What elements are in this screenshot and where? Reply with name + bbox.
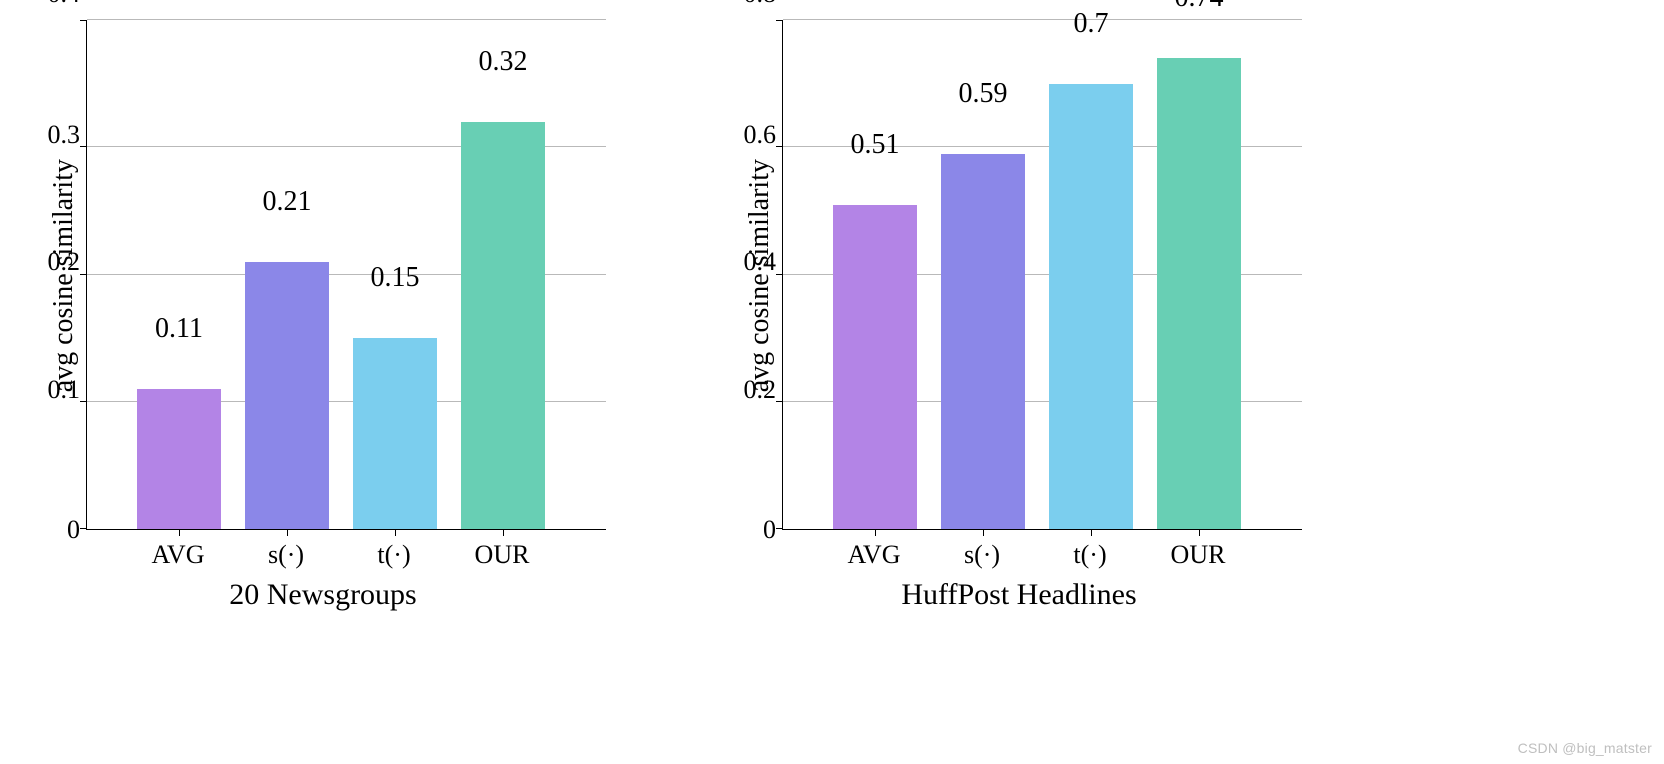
y-tick-label: 0.4	[744, 249, 777, 275]
bar-avg	[833, 205, 917, 529]
y-tick-mark	[776, 146, 783, 147]
bar-t	[1049, 84, 1133, 529]
bar-avg	[137, 389, 221, 529]
y-tick-mark	[80, 528, 87, 529]
y-tick-mark	[80, 20, 87, 21]
gridline	[87, 19, 606, 20]
y-tick-mark	[80, 401, 87, 402]
x-tick-label: AVG	[152, 540, 205, 570]
y-tick-mark	[776, 274, 783, 275]
y-tick-label: 0.6	[744, 122, 777, 148]
chart-subtitle: 20 Newsgroups	[229, 578, 417, 612]
bar-value-label: 0.32	[479, 46, 528, 84]
bar-value-label: 0.74	[1175, 0, 1224, 20]
watermark-text: CSDN @big_matster	[1518, 740, 1652, 756]
gridline	[783, 19, 1302, 20]
x-tick-label: OUR	[475, 540, 530, 570]
plot-wrap: 0.51 0.59 0.7 0.74 AVG s(·) t(·)	[782, 20, 1302, 572]
bar-our	[461, 122, 545, 529]
x-tick-label: t(·)	[1073, 540, 1106, 570]
x-tick-label: t(·)	[377, 540, 410, 570]
bar-value-label: 0.7	[1074, 8, 1109, 46]
y-tick-label: 0.3	[48, 122, 81, 148]
chart-subtitle: HuffPost Headlines	[901, 578, 1136, 612]
y-tick-label: 0.2	[48, 249, 81, 275]
chart-huffpost: avg cosine similarity 0.8 0.6 0.4 0.2 0	[736, 20, 1302, 612]
bar-value-label: 0.59	[959, 78, 1008, 116]
figure-row: avg cosine similarity 0.4 0.3 0.2 0.1 0	[0, 0, 1664, 612]
bar-value-label: 0.11	[155, 313, 203, 351]
bar-value-label: 0.51	[851, 129, 900, 167]
plot-wrap: 0.11 0.21 0.15 0.32 AVG s(·) t(·)	[86, 20, 606, 572]
x-tick-label: s(·)	[964, 540, 1000, 570]
x-tick-label: AVG	[848, 540, 901, 570]
y-tick-mark	[80, 146, 87, 147]
bar-s	[941, 154, 1025, 529]
chart-body: avg cosine similarity 0.4 0.3 0.2 0.1 0	[40, 20, 606, 572]
plot-area: 0.11 0.21 0.15 0.32	[86, 20, 606, 530]
bar-s	[245, 262, 329, 529]
y-tick-label: 0.4	[48, 0, 81, 7]
plot-area: 0.51 0.59 0.7 0.74	[782, 20, 1302, 530]
x-axis: AVG s(·) t(·) OUR	[782, 530, 1302, 572]
x-tick-label: OUR	[1171, 540, 1226, 570]
x-tick-label: s(·)	[268, 540, 304, 570]
y-tick-mark	[776, 401, 783, 402]
bar-our	[1157, 58, 1241, 529]
bar-value-label: 0.21	[263, 186, 312, 224]
bar-value-label: 0.15	[371, 262, 420, 300]
x-axis: AVG s(·) t(·) OUR	[86, 530, 606, 572]
y-tick-mark	[776, 20, 783, 21]
y-tick-label: 0.2	[744, 377, 777, 403]
y-tick-label: 0.8	[744, 0, 777, 7]
y-tick-mark	[80, 274, 87, 275]
chart-body: avg cosine similarity 0.8 0.6 0.4 0.2 0	[736, 20, 1302, 572]
bar-t	[353, 338, 437, 529]
y-tick-label: 0	[67, 517, 80, 543]
y-tick-mark	[776, 528, 783, 529]
chart-20newsgroups: avg cosine similarity 0.4 0.3 0.2 0.1 0	[40, 20, 606, 612]
y-tick-label: 0	[763, 517, 776, 543]
y-tick-label: 0.1	[48, 377, 81, 403]
